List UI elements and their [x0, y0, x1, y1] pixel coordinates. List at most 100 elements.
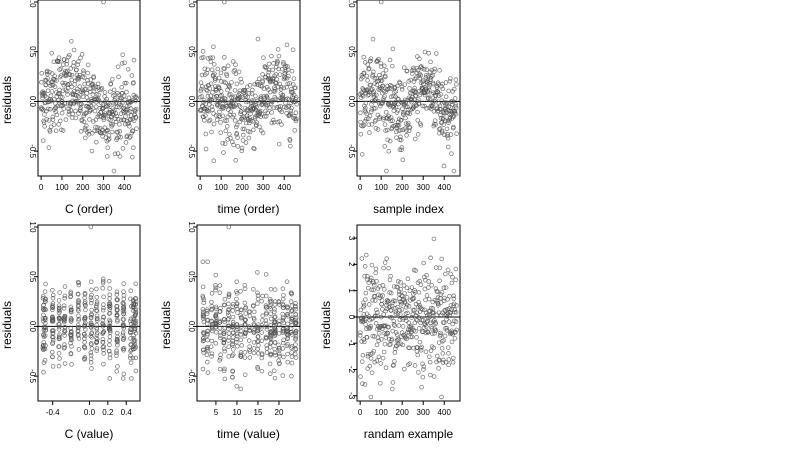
data-point: [404, 285, 410, 291]
data-point: [440, 86, 446, 92]
data-point: [289, 308, 295, 313]
data-point: [238, 95, 243, 100]
data-point: [405, 120, 411, 126]
data-point: [277, 361, 282, 366]
data-point: [59, 110, 65, 116]
data-point: [211, 121, 217, 127]
data-point: [120, 100, 125, 106]
data-point: [126, 120, 132, 126]
data-point: [114, 297, 120, 303]
data-point: [76, 298, 81, 303]
data-point: [73, 108, 78, 114]
data-point: [271, 117, 276, 123]
x-tick-label: 300: [257, 183, 271, 192]
data-point: [50, 337, 56, 343]
data-point: [272, 346, 277, 352]
data-point: [129, 154, 135, 160]
data-point: [293, 110, 299, 115]
data-point: [230, 319, 236, 325]
data-point: [222, 348, 228, 354]
data-point: [406, 107, 411, 112]
data-point: [272, 325, 278, 331]
data-point: [114, 289, 120, 295]
data-point: [431, 374, 437, 379]
data-point: [100, 345, 106, 350]
data-point: [231, 95, 236, 100]
data-point: [277, 347, 282, 353]
data-point: [115, 129, 121, 135]
data-point: [270, 67, 275, 73]
data-point: [76, 318, 81, 323]
data-point: [117, 122, 122, 127]
plot-frame: [37, 0, 141, 177]
data-point: [441, 338, 446, 343]
data-point: [403, 104, 409, 110]
data-point: [94, 322, 99, 328]
data-point: [449, 280, 455, 286]
data-point: [94, 348, 100, 353]
data-point: [94, 346, 100, 351]
data-point: [242, 355, 248, 360]
data-point: [447, 293, 452, 299]
data-point: [399, 117, 404, 123]
data-point: [239, 343, 245, 348]
data-point: [367, 130, 372, 135]
data-point: [76, 76, 82, 82]
data-point: [281, 320, 287, 325]
data-point: [439, 128, 445, 134]
data-point: [391, 298, 396, 304]
data-point: [205, 328, 210, 334]
data-point: [405, 276, 411, 282]
data-point: [200, 347, 206, 353]
data-point: [130, 355, 136, 361]
data-point: [396, 337, 401, 342]
data-point: [229, 95, 234, 100]
data-point: [401, 65, 407, 70]
data-point: [441, 122, 446, 127]
data-point: [446, 120, 451, 126]
data-point: [407, 361, 413, 367]
data-point: [427, 314, 433, 320]
data-point: [115, 334, 120, 339]
data-point: [415, 132, 421, 137]
data-point: [88, 350, 94, 355]
data-point: [452, 96, 458, 101]
data-point: [226, 323, 231, 329]
data-point: [419, 344, 425, 350]
data-point: [211, 158, 217, 164]
data-point: [75, 333, 81, 338]
data-point: [380, 283, 386, 288]
data-point: [363, 116, 369, 122]
data-point: [285, 311, 290, 317]
data-point: [423, 297, 428, 303]
data-point: [94, 305, 99, 310]
data-point: [221, 346, 227, 351]
data-point: [419, 384, 424, 390]
data-point: [290, 47, 296, 53]
data-point: [255, 334, 261, 339]
data-point: [276, 331, 282, 336]
data-point: [41, 347, 46, 353]
data-point: [373, 270, 379, 276]
data-point: [89, 292, 94, 298]
data-point: [276, 299, 282, 304]
data-point: [69, 72, 75, 78]
data-point: [256, 351, 261, 356]
data-point: [226, 335, 232, 340]
data-point: [54, 78, 59, 83]
data-point: [442, 271, 448, 277]
data-point: [280, 373, 286, 378]
data-point: [114, 350, 119, 356]
data-point: [426, 279, 431, 284]
y-tick-label: -0.5: [28, 144, 37, 158]
data-point: [101, 0, 106, 5]
data-point: [223, 128, 229, 134]
data-point: [384, 168, 389, 174]
data-point: [271, 105, 277, 111]
data-point: [230, 352, 236, 357]
data-point: [116, 116, 121, 122]
data-point: [107, 286, 112, 291]
data-point: [213, 324, 219, 330]
data-point: [91, 75, 97, 80]
data-point: [288, 299, 294, 304]
